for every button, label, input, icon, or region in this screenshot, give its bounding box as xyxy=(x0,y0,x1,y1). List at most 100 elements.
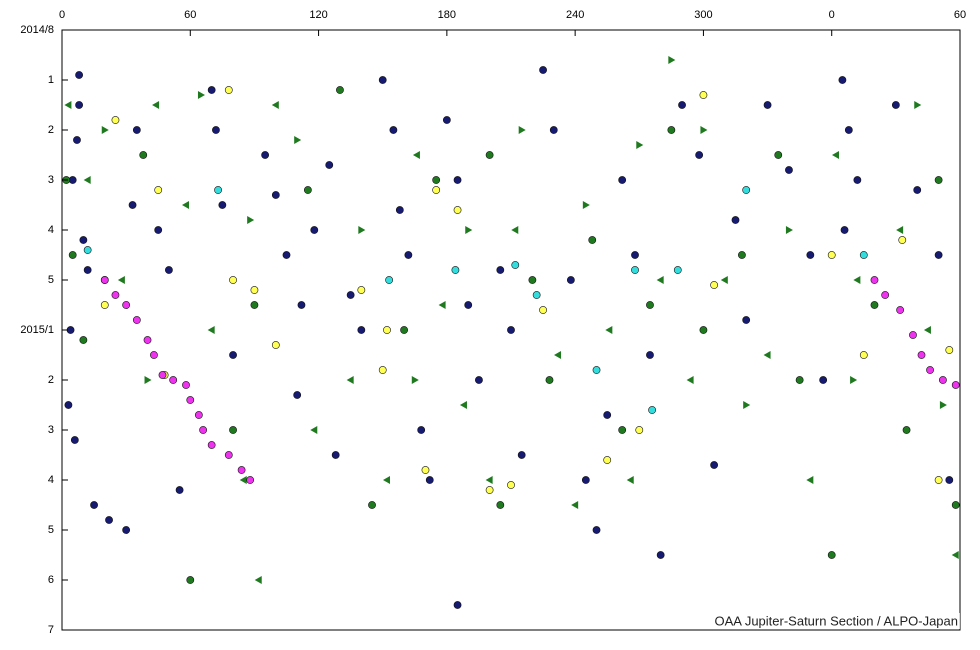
point xyxy=(186,576,195,584)
point xyxy=(357,326,366,334)
point xyxy=(459,401,467,409)
point xyxy=(656,276,664,284)
point xyxy=(139,151,148,159)
point xyxy=(294,136,302,144)
point xyxy=(346,376,354,384)
point xyxy=(453,601,462,609)
point xyxy=(417,426,426,434)
point xyxy=(132,126,141,134)
point xyxy=(646,351,654,359)
point xyxy=(909,331,917,339)
y-tick-label: 4 xyxy=(48,474,54,486)
point xyxy=(64,401,73,409)
point xyxy=(237,466,246,474)
point xyxy=(795,376,804,384)
point xyxy=(79,236,88,244)
point xyxy=(507,326,515,334)
point xyxy=(806,476,814,484)
point xyxy=(859,351,868,359)
point xyxy=(64,101,72,109)
point xyxy=(827,551,836,559)
point xyxy=(212,126,220,134)
point xyxy=(421,466,430,474)
point xyxy=(453,206,462,214)
y-tick-label: 5 xyxy=(48,524,54,536)
point xyxy=(154,186,163,194)
point xyxy=(926,366,934,374)
point xyxy=(122,301,131,309)
point xyxy=(545,376,554,384)
point xyxy=(695,151,704,159)
point xyxy=(738,251,746,259)
point xyxy=(132,316,141,324)
point xyxy=(465,226,473,234)
point xyxy=(442,116,451,124)
x-tick-label: 60 xyxy=(954,9,966,21)
point xyxy=(239,476,247,484)
point xyxy=(853,176,862,184)
point xyxy=(229,351,237,359)
point xyxy=(199,426,208,434)
point xyxy=(859,251,868,259)
y-tick-label: 4 xyxy=(48,224,54,236)
point xyxy=(325,161,334,169)
point xyxy=(720,276,728,284)
point xyxy=(282,251,291,259)
point xyxy=(914,101,922,109)
point xyxy=(844,126,853,134)
credit-bg xyxy=(686,613,960,629)
point xyxy=(83,176,91,184)
point xyxy=(945,476,954,484)
y-tick-label: 7 xyxy=(48,624,54,636)
point xyxy=(331,451,340,459)
point xyxy=(934,476,943,484)
point xyxy=(700,126,708,134)
point xyxy=(152,101,160,109)
point xyxy=(207,326,215,334)
point xyxy=(785,166,793,174)
point xyxy=(122,526,131,534)
point xyxy=(923,326,931,334)
point xyxy=(951,501,960,509)
y-tick-label: 5 xyxy=(48,274,54,286)
point xyxy=(635,426,644,434)
y-tick-label: 2015/1 xyxy=(20,324,54,336)
point xyxy=(451,266,460,274)
point xyxy=(100,276,109,284)
point xyxy=(229,276,237,284)
point xyxy=(117,276,125,284)
point xyxy=(686,376,694,384)
point xyxy=(896,226,904,234)
point xyxy=(743,401,751,409)
point xyxy=(710,281,719,289)
point xyxy=(699,91,708,99)
point xyxy=(438,301,446,309)
point xyxy=(870,276,879,284)
point xyxy=(395,206,404,214)
point xyxy=(605,326,613,334)
point xyxy=(485,486,494,494)
point xyxy=(250,301,259,309)
point xyxy=(636,141,644,149)
y-tick-label: 3 xyxy=(48,424,54,436)
point xyxy=(75,101,84,109)
credit: OAA Jupiter-Saturn Section / ALPO-Japan xyxy=(714,613,958,628)
point xyxy=(70,436,79,444)
point xyxy=(592,526,601,534)
point xyxy=(154,226,163,234)
point xyxy=(951,381,960,389)
point xyxy=(485,476,493,484)
point xyxy=(271,101,279,109)
point xyxy=(346,291,355,299)
point xyxy=(582,201,590,209)
point xyxy=(539,306,547,314)
y-tick-label: 1 xyxy=(48,74,54,86)
point xyxy=(79,336,88,344)
point xyxy=(75,71,84,79)
point xyxy=(175,486,184,494)
point xyxy=(626,476,634,484)
point xyxy=(111,291,120,299)
point xyxy=(101,126,109,134)
x-tick-label: 180 xyxy=(438,9,456,21)
